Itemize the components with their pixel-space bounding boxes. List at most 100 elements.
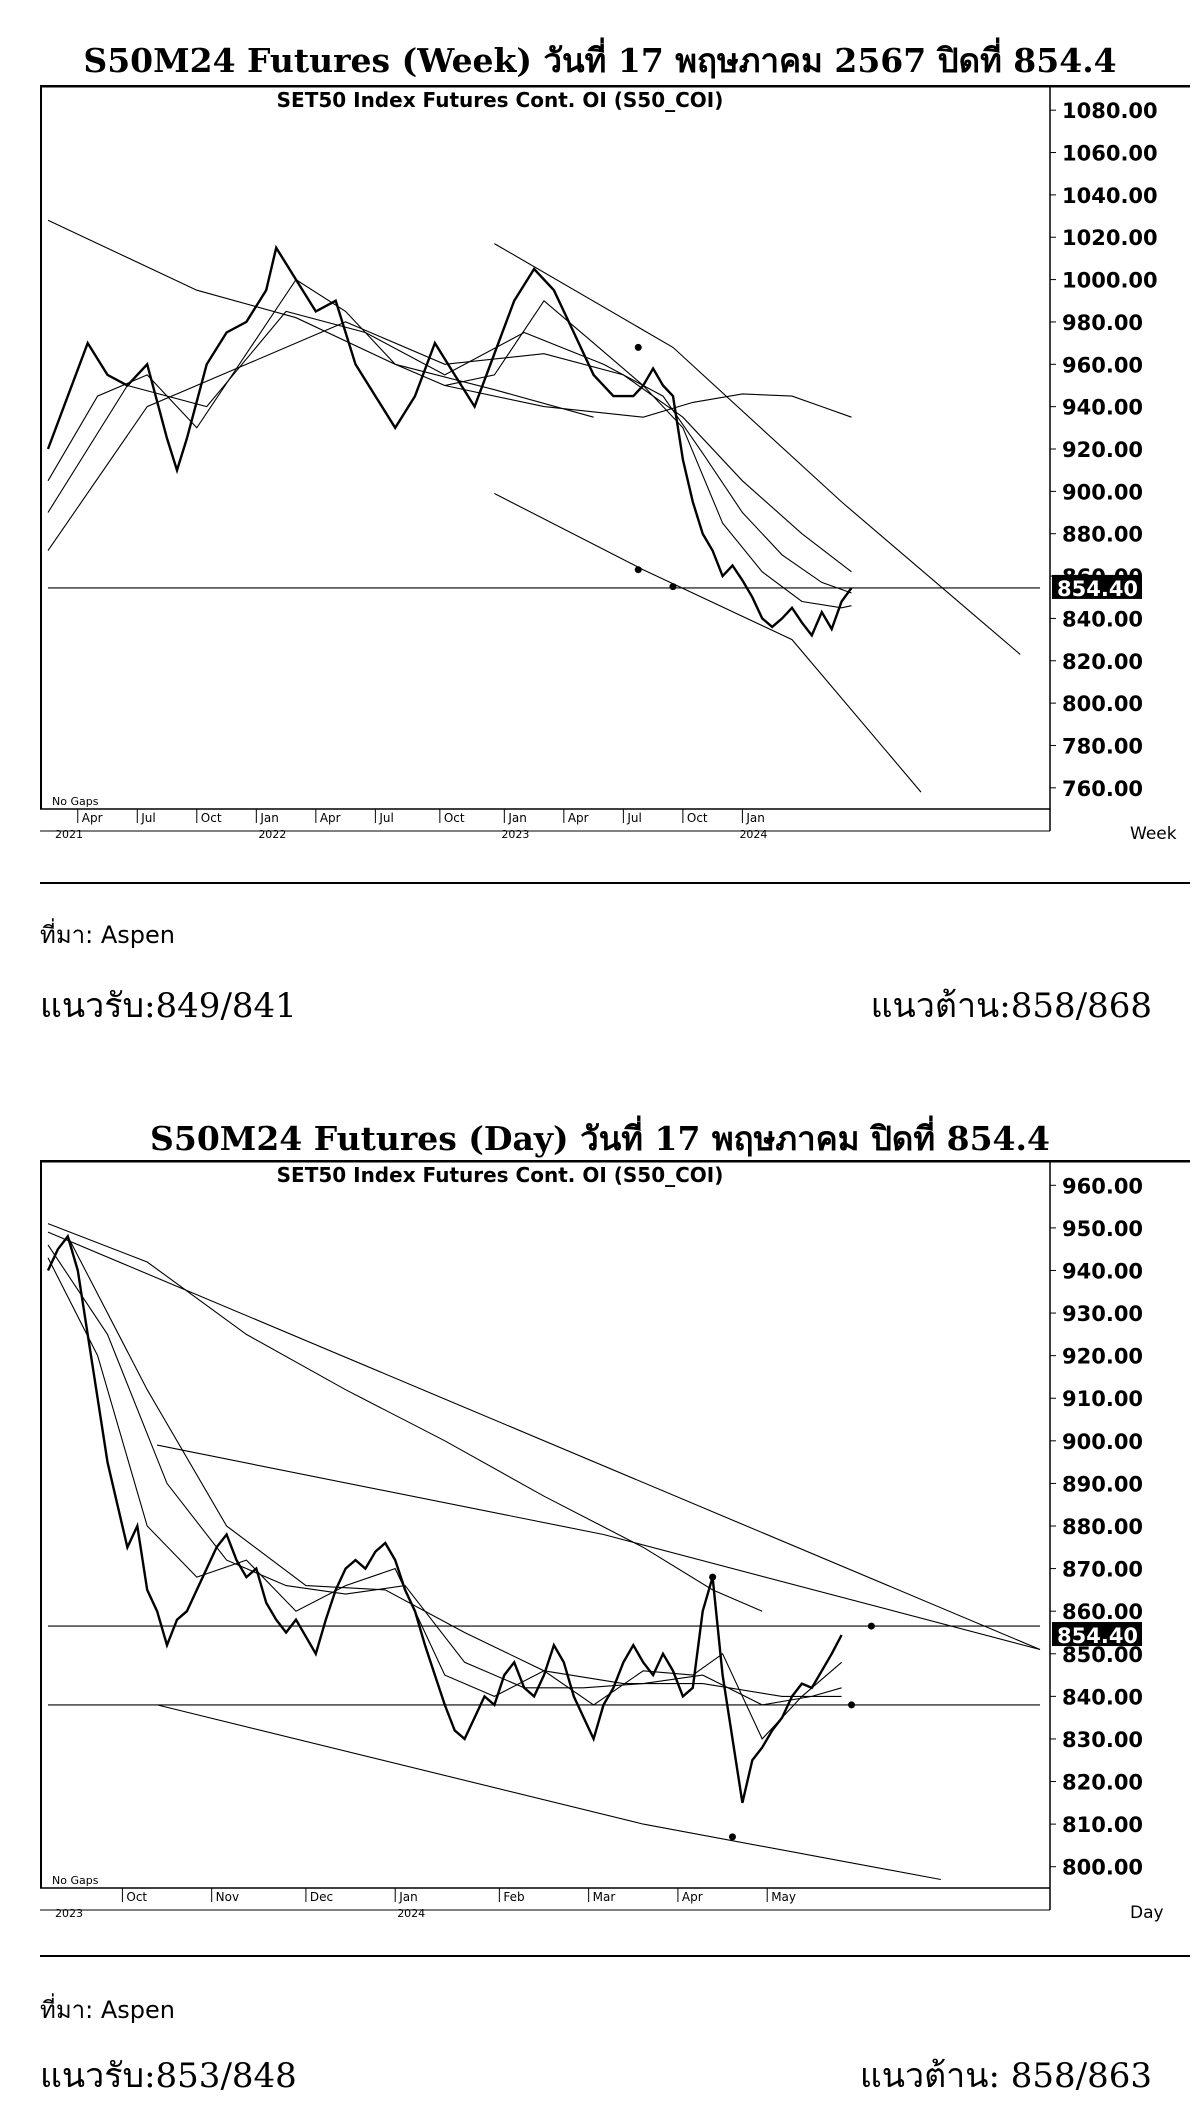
x-tick-label: Jul: [626, 811, 641, 825]
marker-point: [867, 1622, 875, 1630]
series-line: [47, 278, 852, 609]
y-tick-label: 920.00: [1062, 1345, 1143, 1369]
last-value-box: [1052, 1622, 1142, 1647]
last-value-box: [1052, 574, 1142, 599]
chart-title-week: S50M24 Futures (Week) วันที่ 17 พฤษภาคม …: [83, 41, 1117, 80]
x-tick-label: Oct: [444, 811, 465, 825]
week-chart-svg: SET50 Index Futures Cont. OI (S50_COI) 10…: [40, 85, 1190, 847]
series-line: [47, 321, 852, 573]
x-tick-label: Apr: [82, 811, 103, 825]
series-line: [494, 243, 1021, 655]
y-tick-label: 810.00: [1062, 1813, 1143, 1837]
y-tick-label: 830.00: [1062, 1728, 1143, 1752]
y-tick-label: 950.00: [1062, 1217, 1143, 1241]
x-tick-label: Apr: [568, 811, 589, 825]
last-value-label: 854.40: [1057, 577, 1138, 601]
x-tick-label: Jan: [398, 1890, 418, 1904]
x-year-label: 2023: [55, 1907, 83, 1920]
footnote: No Gaps: [52, 795, 99, 808]
period-label: Day: [1130, 1903, 1164, 1923]
y-tick-label: 940.00: [1062, 396, 1143, 420]
marker-point: [634, 343, 642, 351]
y-tick-label: 980.00: [1062, 311, 1143, 335]
series-line: [47, 1223, 763, 1612]
x-year-label: 2024: [397, 1907, 425, 1920]
series-line: [156, 1704, 941, 1881]
divider: [40, 1955, 1190, 1957]
chart-header: SET50 Index Futures Cont. OI (S50_COI): [277, 88, 724, 112]
x-tick-label: Jan: [745, 811, 765, 825]
y-tick-label: 960.00: [1062, 353, 1143, 377]
series-line: [156, 1444, 1041, 1651]
chart-background: [40, 1160, 1190, 1926]
y-tick-label: 820.00: [1062, 1771, 1143, 1795]
x-year-label: 2022: [258, 828, 286, 841]
y-tick-label: 1020.00: [1062, 226, 1158, 250]
x-tick-label: Apr: [682, 1890, 703, 1904]
x-tick-label: Jul: [140, 811, 155, 825]
source-label: ที่มา: Aspen: [40, 1996, 175, 2024]
x-tick-label: Oct: [687, 811, 708, 825]
y-tick-label: 840.00: [1062, 607, 1143, 631]
y-tick-label: 840.00: [1062, 1685, 1143, 1709]
y-tick-label: 1040.00: [1062, 184, 1158, 208]
series-line: [47, 1244, 842, 1706]
y-tick-label: 900.00: [1062, 480, 1143, 504]
x-tick-label: Oct: [126, 1890, 147, 1904]
series-line: [47, 310, 852, 594]
y-tick-label: 960.00: [1062, 1174, 1143, 1198]
footnote: No Gaps: [52, 1874, 99, 1887]
marker-point: [728, 1833, 736, 1841]
x-tick-label: Jan: [259, 811, 279, 825]
y-tick-label: 800.00: [1062, 692, 1143, 716]
x-tick-label: Mar: [593, 1890, 616, 1904]
x-year-label: 2024: [739, 828, 767, 841]
marker-point: [669, 583, 677, 591]
x-tick-label: Jan: [507, 811, 527, 825]
week-chart: SET50 Index Futures Cont. OI (S50_COI) 10…: [40, 85, 1190, 847]
marker-point: [848, 1701, 856, 1709]
y-tick-label: 850.00: [1062, 1643, 1143, 1667]
x-tick-label: Feb: [503, 1890, 524, 1904]
source-label: ที่มา: Aspen: [40, 921, 175, 949]
x-tick-label: Apr: [320, 811, 341, 825]
y-tick-label: 920.00: [1062, 438, 1143, 462]
series-line: [47, 219, 594, 418]
y-tick-label: 800.00: [1062, 1856, 1143, 1880]
series-line: [46, 244, 853, 638]
y-tick-label: 1080.00: [1062, 99, 1158, 123]
chart-background: [40, 85, 1190, 847]
marker-point: [634, 566, 642, 574]
day-chart: SET50 Index Futures Cont. OI (S50_COI) 96…: [40, 1160, 1190, 1926]
y-tick-label: 1060.00: [1062, 142, 1158, 166]
x-tick-label: Nov: [216, 1890, 239, 1904]
series-line: [67, 1236, 842, 1697]
y-tick-label: 870.00: [1062, 1558, 1143, 1582]
y-tick-label: 880.00: [1062, 523, 1143, 547]
marker-point: [709, 1573, 717, 1581]
x-tick-label: May: [771, 1890, 796, 1904]
series-line: [47, 1231, 1041, 1651]
period-label: Week: [1130, 824, 1177, 844]
x-tick-label: Dec: [310, 1890, 333, 1904]
series-line: [494, 493, 922, 793]
y-tick-label: 940.00: [1062, 1259, 1143, 1283]
y-tick-label: 1000.00: [1062, 269, 1158, 293]
divider: [40, 882, 1190, 884]
y-tick-label: 910.00: [1062, 1387, 1143, 1411]
y-tick-label: 900.00: [1062, 1430, 1143, 1454]
y-tick-label: 930.00: [1062, 1302, 1143, 1326]
series-line: [47, 1257, 842, 1740]
x-tick-label: Jul: [378, 811, 393, 825]
y-tick-label: 860.00: [1062, 1600, 1143, 1624]
last-value-label: 854.40: [1057, 1624, 1138, 1648]
resistance-label: แนวต้าน: 858/863: [859, 2056, 1152, 2096]
y-tick-label: 780.00: [1062, 734, 1143, 758]
y-tick-label: 880.00: [1062, 1515, 1143, 1539]
x-tick-label: Oct: [201, 811, 222, 825]
support-label: แนวรับ:849/841: [40, 986, 297, 1026]
day-chart-svg: SET50 Index Futures Cont. OI (S50_COI) 96…: [40, 1160, 1190, 1926]
chart-title-day: S50M24 Futures (Day) วันที่ 17 พฤษภาคม ป…: [150, 1119, 1050, 1158]
resistance-label: แนวต้าน:858/868: [870, 986, 1152, 1026]
y-tick-label: 820.00: [1062, 650, 1143, 674]
